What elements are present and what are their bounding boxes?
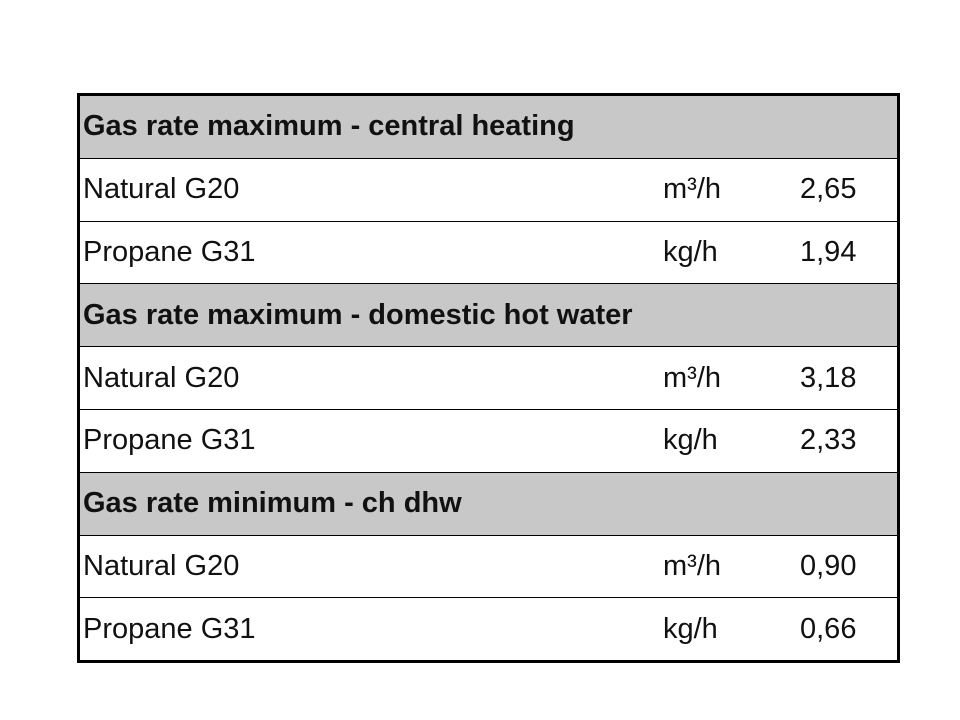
cell-label: Propane G31 (78, 597, 663, 662)
data-row: Propane G31 kg/h 0,66 (78, 597, 899, 662)
cell-unit: m³/h (663, 346, 800, 410)
cell-label: Propane G31 (78, 220, 663, 284)
data-row: Propane G31 kg/h 1,94 (78, 220, 899, 284)
section-header-row: Gas rate maximum - domestic hot water (78, 283, 899, 347)
cell-unit: kg/h (663, 220, 800, 284)
data-row: Natural G20 m³/h 3,18 (78, 346, 899, 410)
section-title: Gas rate maximum - central heating (78, 94, 899, 159)
cell-value: 0,90 (800, 534, 899, 598)
cell-unit: m³/h (663, 534, 800, 598)
data-row: Natural G20 m³/h 0,90 (78, 534, 899, 598)
cell-unit: kg/h (663, 408, 800, 473)
cell-value: 0,66 (800, 597, 899, 662)
data-row: Propane G31 kg/h 2,33 (78, 408, 899, 473)
section-title: Gas rate maximum - domestic hot water (78, 283, 899, 347)
cell-value: 3,18 (800, 346, 899, 410)
gas-rate-table: Gas rate maximum - central heating Natura… (77, 93, 900, 664)
cell-unit: kg/h (663, 597, 800, 662)
cell-label: Natural G20 (78, 346, 663, 410)
cell-value: 1,94 (800, 220, 899, 284)
section-header-row: Gas rate maximum - central heating (78, 94, 899, 159)
cell-label: Natural G20 (78, 534, 663, 598)
cell-label: Propane G31 (78, 408, 663, 473)
section-header-row: Gas rate minimum - ch dhw (78, 471, 899, 536)
cell-value: 2,65 (800, 157, 899, 222)
cell-value: 2,33 (800, 408, 899, 473)
data-row: Natural G20 m³/h 2,65 (78, 157, 899, 222)
cell-unit: m³/h (663, 157, 800, 222)
cell-label: Natural G20 (78, 157, 663, 222)
section-title: Gas rate minimum - ch dhw (78, 471, 899, 536)
